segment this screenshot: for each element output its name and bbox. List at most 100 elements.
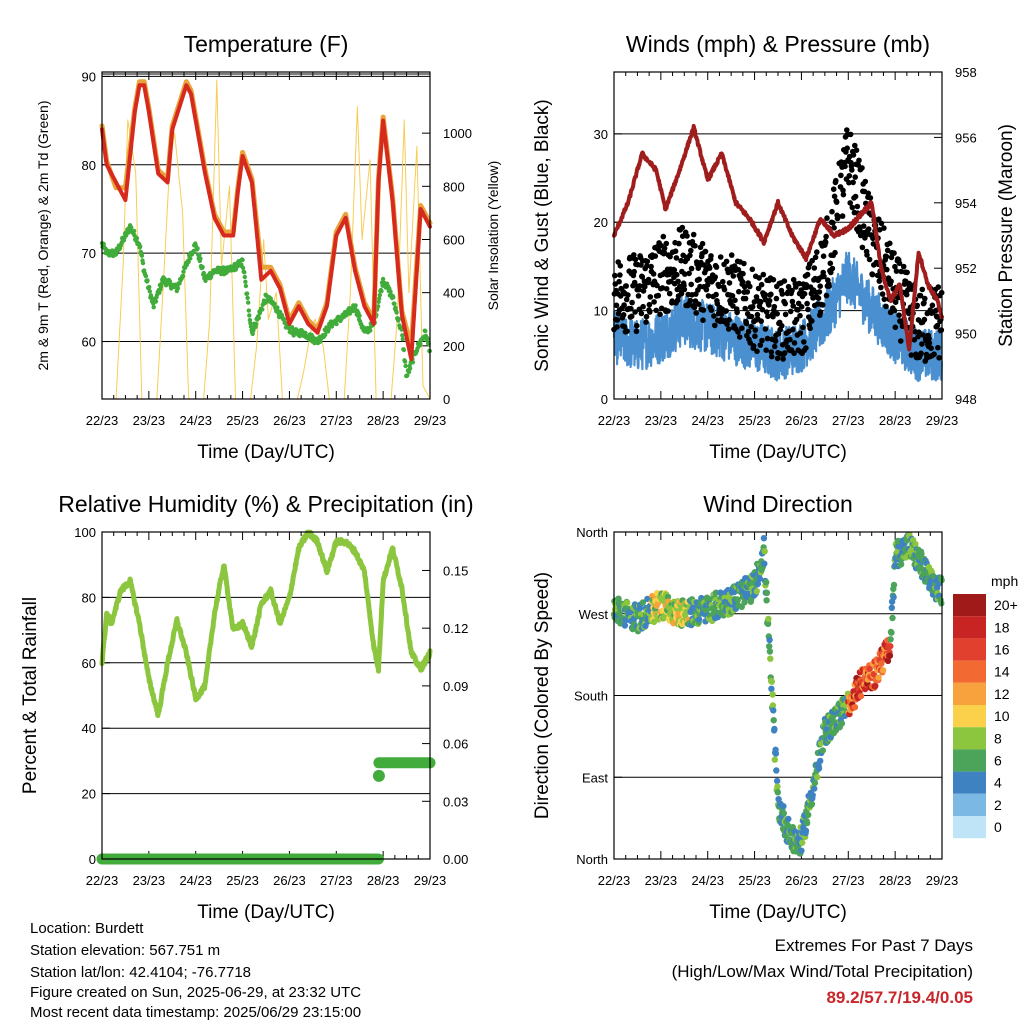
gust-point: [747, 283, 753, 290]
direction-point: [772, 750, 780, 757]
dewpoint-point: [151, 305, 156, 310]
gust-point: [929, 302, 936, 309]
direction-point: [771, 725, 778, 733]
gust-point: [867, 195, 874, 201]
dewpoint-point: [200, 264, 205, 270]
gust-point: [755, 285, 762, 292]
gust-point: [758, 318, 764, 325]
gust-point: [620, 312, 627, 318]
direction-point: [765, 615, 772, 623]
gust-point: [785, 283, 792, 290]
direction-point: [785, 815, 792, 823]
gust-point: [700, 307, 707, 313]
gust-point: [752, 327, 759, 333]
gust-point: [657, 311, 663, 318]
y-right-tick-label-1-5: 958: [955, 65, 977, 80]
gust-point: [850, 179, 856, 186]
dewpoint-point: [180, 273, 186, 279]
y-right-tick-label-1-4: 956: [955, 130, 977, 145]
gust-point: [826, 283, 832, 290]
gust-point: [744, 289, 751, 295]
gust-point: [815, 295, 822, 302]
y-axis-label-0: 2m & 9m T (Red, Orange) & 2m Td (Green): [35, 101, 51, 371]
gust-point: [650, 271, 657, 277]
gust-point: [883, 253, 890, 260]
dewpoint-point: [425, 336, 430, 342]
direction-point: [888, 629, 895, 636]
gust-point: [787, 336, 793, 343]
gust-point: [688, 247, 694, 254]
direction-point: [768, 678, 775, 685]
gust-point: [881, 225, 887, 231]
gust-point: [648, 263, 654, 270]
legend-label-10: 0: [994, 819, 1002, 835]
gust-point: [854, 203, 861, 210]
dewpoint-point: [250, 331, 255, 337]
direction-point: [798, 847, 805, 854]
gust-point: [805, 306, 811, 313]
legend-swatch-3: [953, 660, 986, 683]
gust-point: [679, 233, 686, 239]
dewpoint-point: [334, 321, 339, 327]
gust-point: [850, 152, 857, 158]
gust-point: [640, 303, 646, 310]
y-tick-label-1-2: 20: [594, 215, 608, 230]
dewpoint-point: [138, 244, 143, 249]
gust-point: [729, 293, 736, 299]
gust-point: [702, 248, 709, 255]
direction-point: [771, 756, 778, 763]
y-right-tick-label-1-1: 950: [955, 327, 977, 342]
dewpoint-point: [139, 253, 145, 258]
gust-point: [673, 255, 680, 261]
gust-point: [812, 254, 819, 261]
legend-swatch-2: [953, 638, 986, 661]
dewpoint-point: [410, 360, 416, 365]
direction-point: [761, 548, 768, 555]
gust-point: [644, 258, 651, 265]
y-right-tick-label-0-1: 200: [443, 339, 465, 354]
gust-point: [844, 145, 850, 151]
y-right-tick-label-2-1: 0.03: [443, 794, 468, 809]
gust-point: [750, 343, 757, 349]
gust-point: [790, 326, 796, 333]
direction-point: [802, 827, 810, 834]
gust-point: [859, 165, 865, 171]
direction-point: [815, 765, 823, 772]
dewpoint-point: [400, 333, 405, 338]
gust-point: [661, 249, 667, 256]
legend-swatch-9: [953, 793, 986, 816]
gust-point: [736, 288, 742, 295]
x-tick-label-1-7: 29/23: [926, 413, 959, 428]
direction-point: [811, 779, 819, 787]
gust-point: [758, 281, 765, 288]
info-created: Figure created on Sun, 2025-06-29, at 23…: [30, 984, 362, 1001]
gust-point: [888, 278, 894, 285]
gust-point: [926, 340, 933, 346]
gust-point: [833, 199, 840, 205]
gust-point: [675, 278, 681, 285]
gust-point: [790, 303, 796, 309]
gust-point: [883, 303, 889, 310]
gust-point: [671, 267, 678, 273]
gust-point: [666, 290, 673, 297]
gust-point: [752, 333, 758, 340]
gust-point: [736, 334, 743, 340]
y-axis-label-1: Sonic Wind & Gust (Blue, Black): [532, 99, 553, 371]
x-tick-label-2-0: 22/23: [86, 873, 119, 888]
gust-point: [773, 295, 780, 302]
gust-point: [728, 252, 735, 258]
y-right-tick-label-1-3: 954: [955, 196, 977, 211]
gust-point: [754, 348, 760, 355]
y-axis-label-right-0: Solar Insolation (Yellow): [485, 161, 501, 311]
chart-title-3: Wind Direction: [703, 491, 853, 517]
gust-point: [716, 283, 722, 290]
gust-point: [820, 253, 827, 259]
dewpoint-point: [303, 330, 308, 336]
direction-point: [664, 593, 672, 601]
dewpoint-point: [248, 321, 253, 326]
y-tick-label-2-1: 20: [82, 787, 96, 802]
gust-point: [916, 329, 922, 336]
gust-point: [672, 248, 679, 254]
dewpoint-point: [375, 304, 381, 309]
y-right-tick-label-2-3: 0.09: [443, 679, 468, 694]
